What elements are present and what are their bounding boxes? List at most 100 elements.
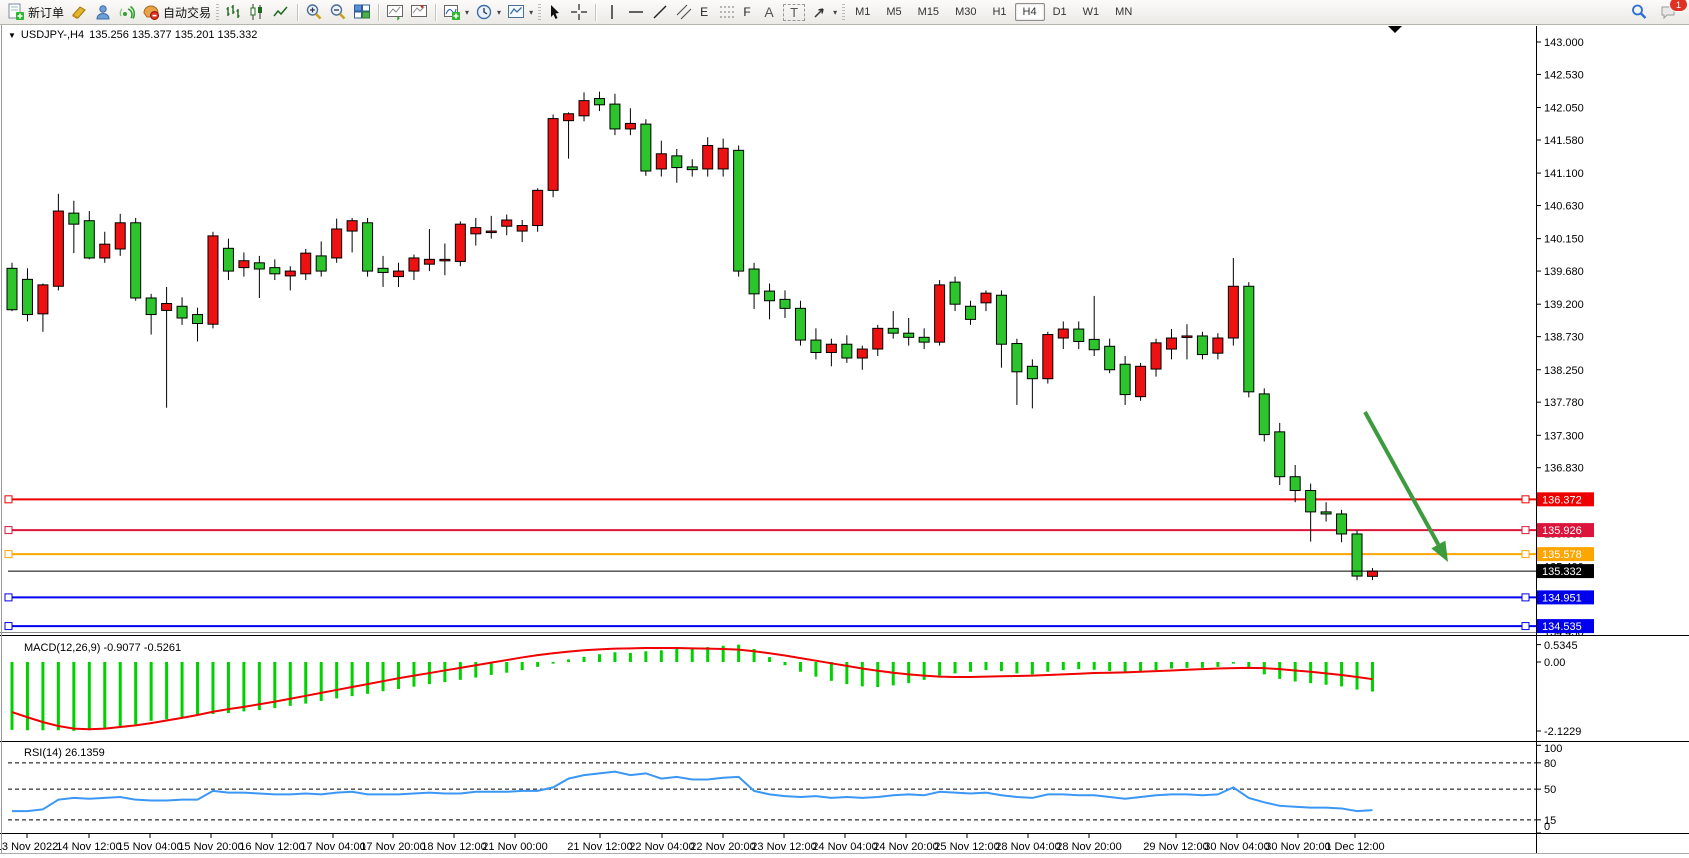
text-label-tool[interactable]: T: [780, 2, 808, 22]
timeframe-mn[interactable]: MN: [1115, 6, 1133, 18]
time-tick-label: 18 Nov 12:00: [421, 841, 486, 853]
bar-chart-button[interactable]: [221, 2, 245, 22]
time-tick-label: 28 Nov 04:00: [995, 841, 1060, 853]
line-chart-button[interactable]: [269, 2, 293, 22]
main-toolbar: 新订单 自动交易: [0, 0, 1689, 25]
candle: [1150, 342, 1162, 370]
candle: [300, 252, 312, 275]
rsi-line: [12, 770, 1373, 813]
time-tick-label: 16 Nov 12:00: [239, 841, 304, 853]
price-tick-label: 141.100: [1544, 168, 1584, 180]
trend-arrow[interactable]: [1363, 411, 1448, 562]
hline-anchor[interactable]: [1521, 526, 1530, 535]
timeframe-m30[interactable]: M30: [955, 6, 977, 18]
crosshair-tool-button[interactable]: [567, 2, 591, 22]
candle: [779, 298, 791, 309]
candle: [764, 290, 776, 302]
profiles-button[interactable]: [91, 2, 115, 22]
signals-button[interactable]: [115, 2, 139, 22]
candle: [1026, 365, 1038, 380]
candle: [439, 258, 451, 262]
templates-button[interactable]: ▾: [504, 2, 536, 22]
dropdown-caret: ▾: [465, 7, 470, 17]
candle: [470, 227, 482, 235]
channel-tool[interactable]: E: [672, 2, 715, 22]
arrows-icon: [814, 8, 824, 18]
tile-windows-button[interactable]: [350, 2, 374, 22]
candle: [1305, 490, 1317, 513]
fibonacci-tool[interactable]: F: [715, 2, 758, 22]
hline-anchor[interactable]: [1521, 622, 1530, 631]
collapse-triangle-icon[interactable]: ▼: [8, 30, 16, 40]
timeframe-d1[interactable]: D1: [1052, 6, 1067, 18]
price-badges: 136.372 135.926 135.578 134.951 134.535 135.3…: [1537, 492, 1594, 634]
chart-shift-marker-icon[interactable]: [1388, 26, 1402, 33]
candle: [423, 258, 435, 265]
auto-trading-button[interactable]: 自动交易: [139, 2, 214, 22]
text-tool[interactable]: A: [758, 2, 780, 22]
price-badge-label: 135.332: [1542, 566, 1582, 578]
cursor-tool-button[interactable]: [543, 2, 567, 22]
chart-shift-button[interactable]: [407, 2, 431, 22]
price-badge-label: 136.372: [1542, 494, 1582, 506]
vertical-line-icon: [611, 5, 613, 19]
arrow-head-icon: [1431, 540, 1448, 562]
candles-layer: [6, 91, 1378, 581]
hline-anchor[interactable]: [4, 550, 13, 559]
hline-anchor[interactable]: [4, 495, 13, 504]
search-button[interactable]: [1627, 2, 1651, 22]
price-tick-label: 136.830: [1544, 463, 1584, 475]
zoom-out-icon: [330, 4, 346, 20]
hline-anchor[interactable]: [4, 593, 13, 602]
horizontal-lines-layer[interactable]: [4, 495, 1536, 631]
horizontal-line-icon: [629, 11, 644, 13]
indicators-button[interactable]: ▾: [440, 2, 472, 22]
new-order-button[interactable]: 新订单: [4, 2, 67, 22]
periods-button[interactable]: ▾: [472, 2, 504, 22]
hline-anchor[interactable]: [1521, 593, 1530, 602]
time-tick-label: 17 Nov 04:00: [300, 841, 365, 853]
hline-anchor[interactable]: [1521, 495, 1530, 504]
arrow-shaft[interactable]: [1363, 411, 1441, 546]
candle: [1042, 334, 1054, 380]
price-tick-label: 139.680: [1544, 266, 1584, 278]
notifications-button[interactable]: 1: [1657, 0, 1688, 22]
hline-anchor[interactable]: [1521, 550, 1530, 559]
rsi-scale-label: 50: [1544, 784, 1556, 796]
candle: [1088, 338, 1100, 351]
candle: [501, 219, 513, 227]
zoom-in-button[interactable]: [302, 2, 326, 22]
timeframe-m15[interactable]: M15: [917, 6, 940, 18]
trendline-tool[interactable]: [648, 2, 672, 22]
new-order-label: 新订单: [28, 5, 65, 20]
toolbar-separator: [378, 3, 380, 21]
candle: [284, 270, 296, 277]
candle: [918, 336, 930, 343]
chart-wizard-button[interactable]: [67, 2, 91, 22]
timeframe-m1[interactable]: M1: [855, 6, 871, 18]
candle: [995, 294, 1007, 345]
timeframe-h4[interactable]: H4: [1014, 3, 1045, 21]
hline-anchor[interactable]: [4, 526, 13, 535]
horizontal-line-tool[interactable]: [624, 2, 648, 22]
candle: [331, 228, 343, 259]
candle: [949, 281, 961, 305]
timeframe-w1[interactable]: W1: [1082, 6, 1100, 18]
price-tick-label: 137.780: [1544, 397, 1584, 409]
candle: [872, 327, 884, 350]
zoom-out-button[interactable]: [326, 2, 350, 22]
vertical-line-tool[interactable]: [600, 2, 624, 22]
auto-scroll-button[interactable]: [383, 2, 407, 22]
candle: [207, 235, 219, 325]
candlestick-chart-button[interactable]: [245, 2, 269, 22]
candle: [1243, 285, 1255, 393]
timeframe-h1[interactable]: H1: [992, 6, 1007, 18]
channel-letter: E: [700, 5, 709, 19]
arrows-tool[interactable]: ▾: [808, 2, 840, 22]
candle: [733, 149, 745, 272]
hline-anchor[interactable]: [4, 622, 13, 631]
timeframe-m5[interactable]: M5: [886, 6, 902, 18]
time-tick-label: 15 Nov 04:00: [117, 841, 182, 853]
